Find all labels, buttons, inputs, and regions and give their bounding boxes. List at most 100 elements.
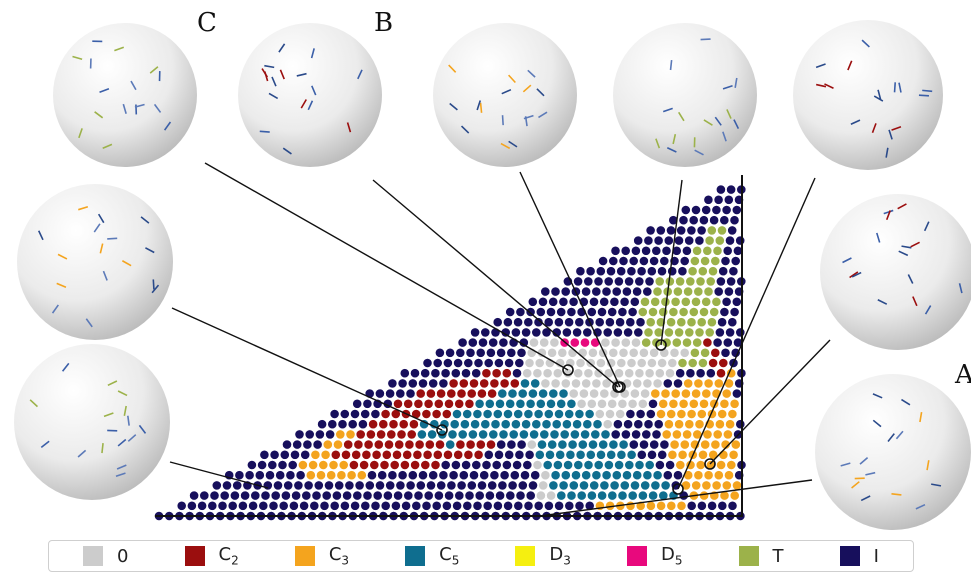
grid-dot-974 <box>691 205 701 215</box>
grid-dot-581 <box>425 388 436 399</box>
grid-dot-911 <box>657 266 667 277</box>
legend-label-i: I <box>873 545 879 567</box>
grid-dot-953 <box>704 235 715 246</box>
grid-dot-469 <box>459 419 470 430</box>
legend-item-d5: D5 <box>626 544 682 568</box>
grid-dot-513 <box>492 409 503 419</box>
sphere-top-3-arrow-13 <box>508 74 516 84</box>
grid-dot-962 <box>696 225 707 236</box>
grid-dot-64 <box>237 500 248 511</box>
grid-dot-696 <box>575 358 586 368</box>
grid-dot-374 <box>363 439 374 450</box>
grid-dot-774 <box>511 327 521 338</box>
grid-dot-375 <box>373 439 384 450</box>
grid-dot-661 <box>542 368 553 379</box>
grid-dot-804 <box>564 317 574 328</box>
grid-dot-941 <box>692 245 702 256</box>
grid-dot-190 <box>446 480 457 491</box>
grid-dot-768 <box>722 337 733 348</box>
sphere-b-arrow-13 <box>307 100 314 111</box>
grid-dot-605 <box>670 388 681 399</box>
sphere-a-arrow-10 <box>926 460 930 471</box>
grid-dot-957 <box>645 225 656 236</box>
grid-dot-554 <box>525 398 536 409</box>
grid-dot-410 <box>730 439 741 450</box>
grid-dot-719 <box>506 347 517 358</box>
grid-dot-384 <box>465 439 476 450</box>
grid-dot-939 <box>671 245 682 256</box>
sphere-top-3-arrow-10 <box>522 84 532 93</box>
grid-dot-566 <box>648 398 658 409</box>
grid-dot-495 <box>725 419 735 430</box>
grid-dot-115 <box>209 490 220 501</box>
grid-dot-822 <box>515 307 526 317</box>
grid-dot-946 <box>633 235 644 246</box>
grid-dot-63 <box>227 500 238 511</box>
grid-dot-542 <box>403 398 414 409</box>
grid-dot-328 <box>351 449 362 460</box>
grid-dot-843 <box>729 307 740 317</box>
grid-dot-829 <box>586 307 597 317</box>
grid-dot-154 <box>607 490 618 501</box>
sphere-top-4-arrow-11 <box>700 38 711 41</box>
sphere-top-5-body <box>793 20 943 170</box>
grid-dot-785 <box>623 327 633 338</box>
grid-dot-177 <box>313 480 324 491</box>
sphere-b-arrow-12 <box>282 147 292 155</box>
grid-dot-970 <box>709 215 719 226</box>
grid-dot-633 <box>601 378 612 389</box>
leader-line-7 <box>169 461 269 489</box>
grid-dot-385 <box>475 439 486 450</box>
grid-dot-404 <box>669 439 680 450</box>
grid-dot-590 <box>517 388 528 399</box>
grid-dot-971 <box>719 215 730 226</box>
grid-dot-95 <box>554 500 564 511</box>
sphere-top-5-arrow-4 <box>861 39 870 48</box>
leader-line-2 <box>519 171 621 388</box>
grid-dot-371 <box>333 439 343 450</box>
grid-dot-167 <box>211 480 222 491</box>
sphere-top-3-body <box>433 23 577 167</box>
grid-dot-129 <box>352 490 363 501</box>
grid-dot-915 <box>697 266 708 277</box>
grid-dot-467 <box>439 419 450 430</box>
grid-dot-77 <box>370 500 381 511</box>
grid-dot-830 <box>597 307 607 317</box>
sphere-b-arrow-5 <box>279 69 285 80</box>
grid-dot-438 <box>570 429 580 440</box>
grid-dot-596 <box>579 388 589 399</box>
grid-dot-636 <box>632 378 643 389</box>
grid-dot-671 <box>644 368 655 379</box>
legend-label-c3: C3 <box>328 544 350 568</box>
sphere-top-4-arrow-4 <box>733 119 740 129</box>
grid-dot-271 <box>257 460 267 470</box>
grid-dot-356 <box>636 449 647 460</box>
grid-dot-551 <box>495 398 505 409</box>
grid-dot-173 <box>273 480 283 491</box>
grid-dot-369 <box>312 439 323 450</box>
grid-dot-347 <box>545 449 555 460</box>
grid-dot-735 <box>669 347 680 358</box>
grid-dot-655 <box>481 368 492 379</box>
grid-dot-959 <box>666 225 676 236</box>
grid-dot-593 <box>548 388 559 399</box>
grid-dot-740 <box>720 347 731 358</box>
grid-dot-278 <box>328 460 339 470</box>
grid-dot-412 <box>304 429 315 440</box>
grid-dot-589 <box>507 388 518 399</box>
grid-dot-83 <box>431 500 442 511</box>
grid-dot-156 <box>627 490 638 501</box>
grid-dot-960 <box>676 225 687 236</box>
grid-dot-952 <box>694 235 705 246</box>
grid-dot-405 <box>679 439 690 450</box>
grid-dot-603 <box>650 388 661 399</box>
grid-dot-216 <box>711 480 722 491</box>
grid-dot-306 <box>614 460 624 470</box>
grid-dot-863 <box>721 296 732 307</box>
grid-dot-326 <box>330 449 341 460</box>
sphere-right-1-arrow-1 <box>842 257 852 264</box>
sphere-left-2-arrow-8 <box>116 464 127 470</box>
sphere-b-arrow-11 <box>300 99 307 109</box>
grid-dot-268 <box>724 470 734 481</box>
sphere-top-3-arrow-6 <box>460 125 470 134</box>
